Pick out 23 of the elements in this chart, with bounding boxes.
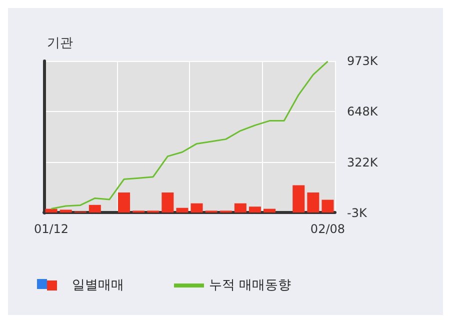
y-tick-label: -3K [347,206,368,220]
x-tick-label: 01/12 [34,222,69,236]
bar [45,208,58,213]
y-tick-label: 973K [347,54,379,68]
bar [322,200,334,213]
bar [264,208,276,213]
x-tick-label: 02/08 [310,222,346,236]
bar [162,192,174,213]
bar [118,192,130,213]
y-tick-label: 322K [347,155,379,170]
bar [292,185,305,213]
bar [248,206,261,213]
y-tick-label: 648K [347,104,379,119]
bar [234,203,246,213]
bar [176,208,188,213]
line-series [50,60,328,210]
legend-label: 누적 매매동향 [209,278,292,293]
bar [88,204,101,213]
legend-label: 일별매매 [72,278,124,293]
bar [60,210,72,213]
bar [190,203,203,213]
chart-title: 기관 [47,36,73,51]
bar [307,192,320,213]
